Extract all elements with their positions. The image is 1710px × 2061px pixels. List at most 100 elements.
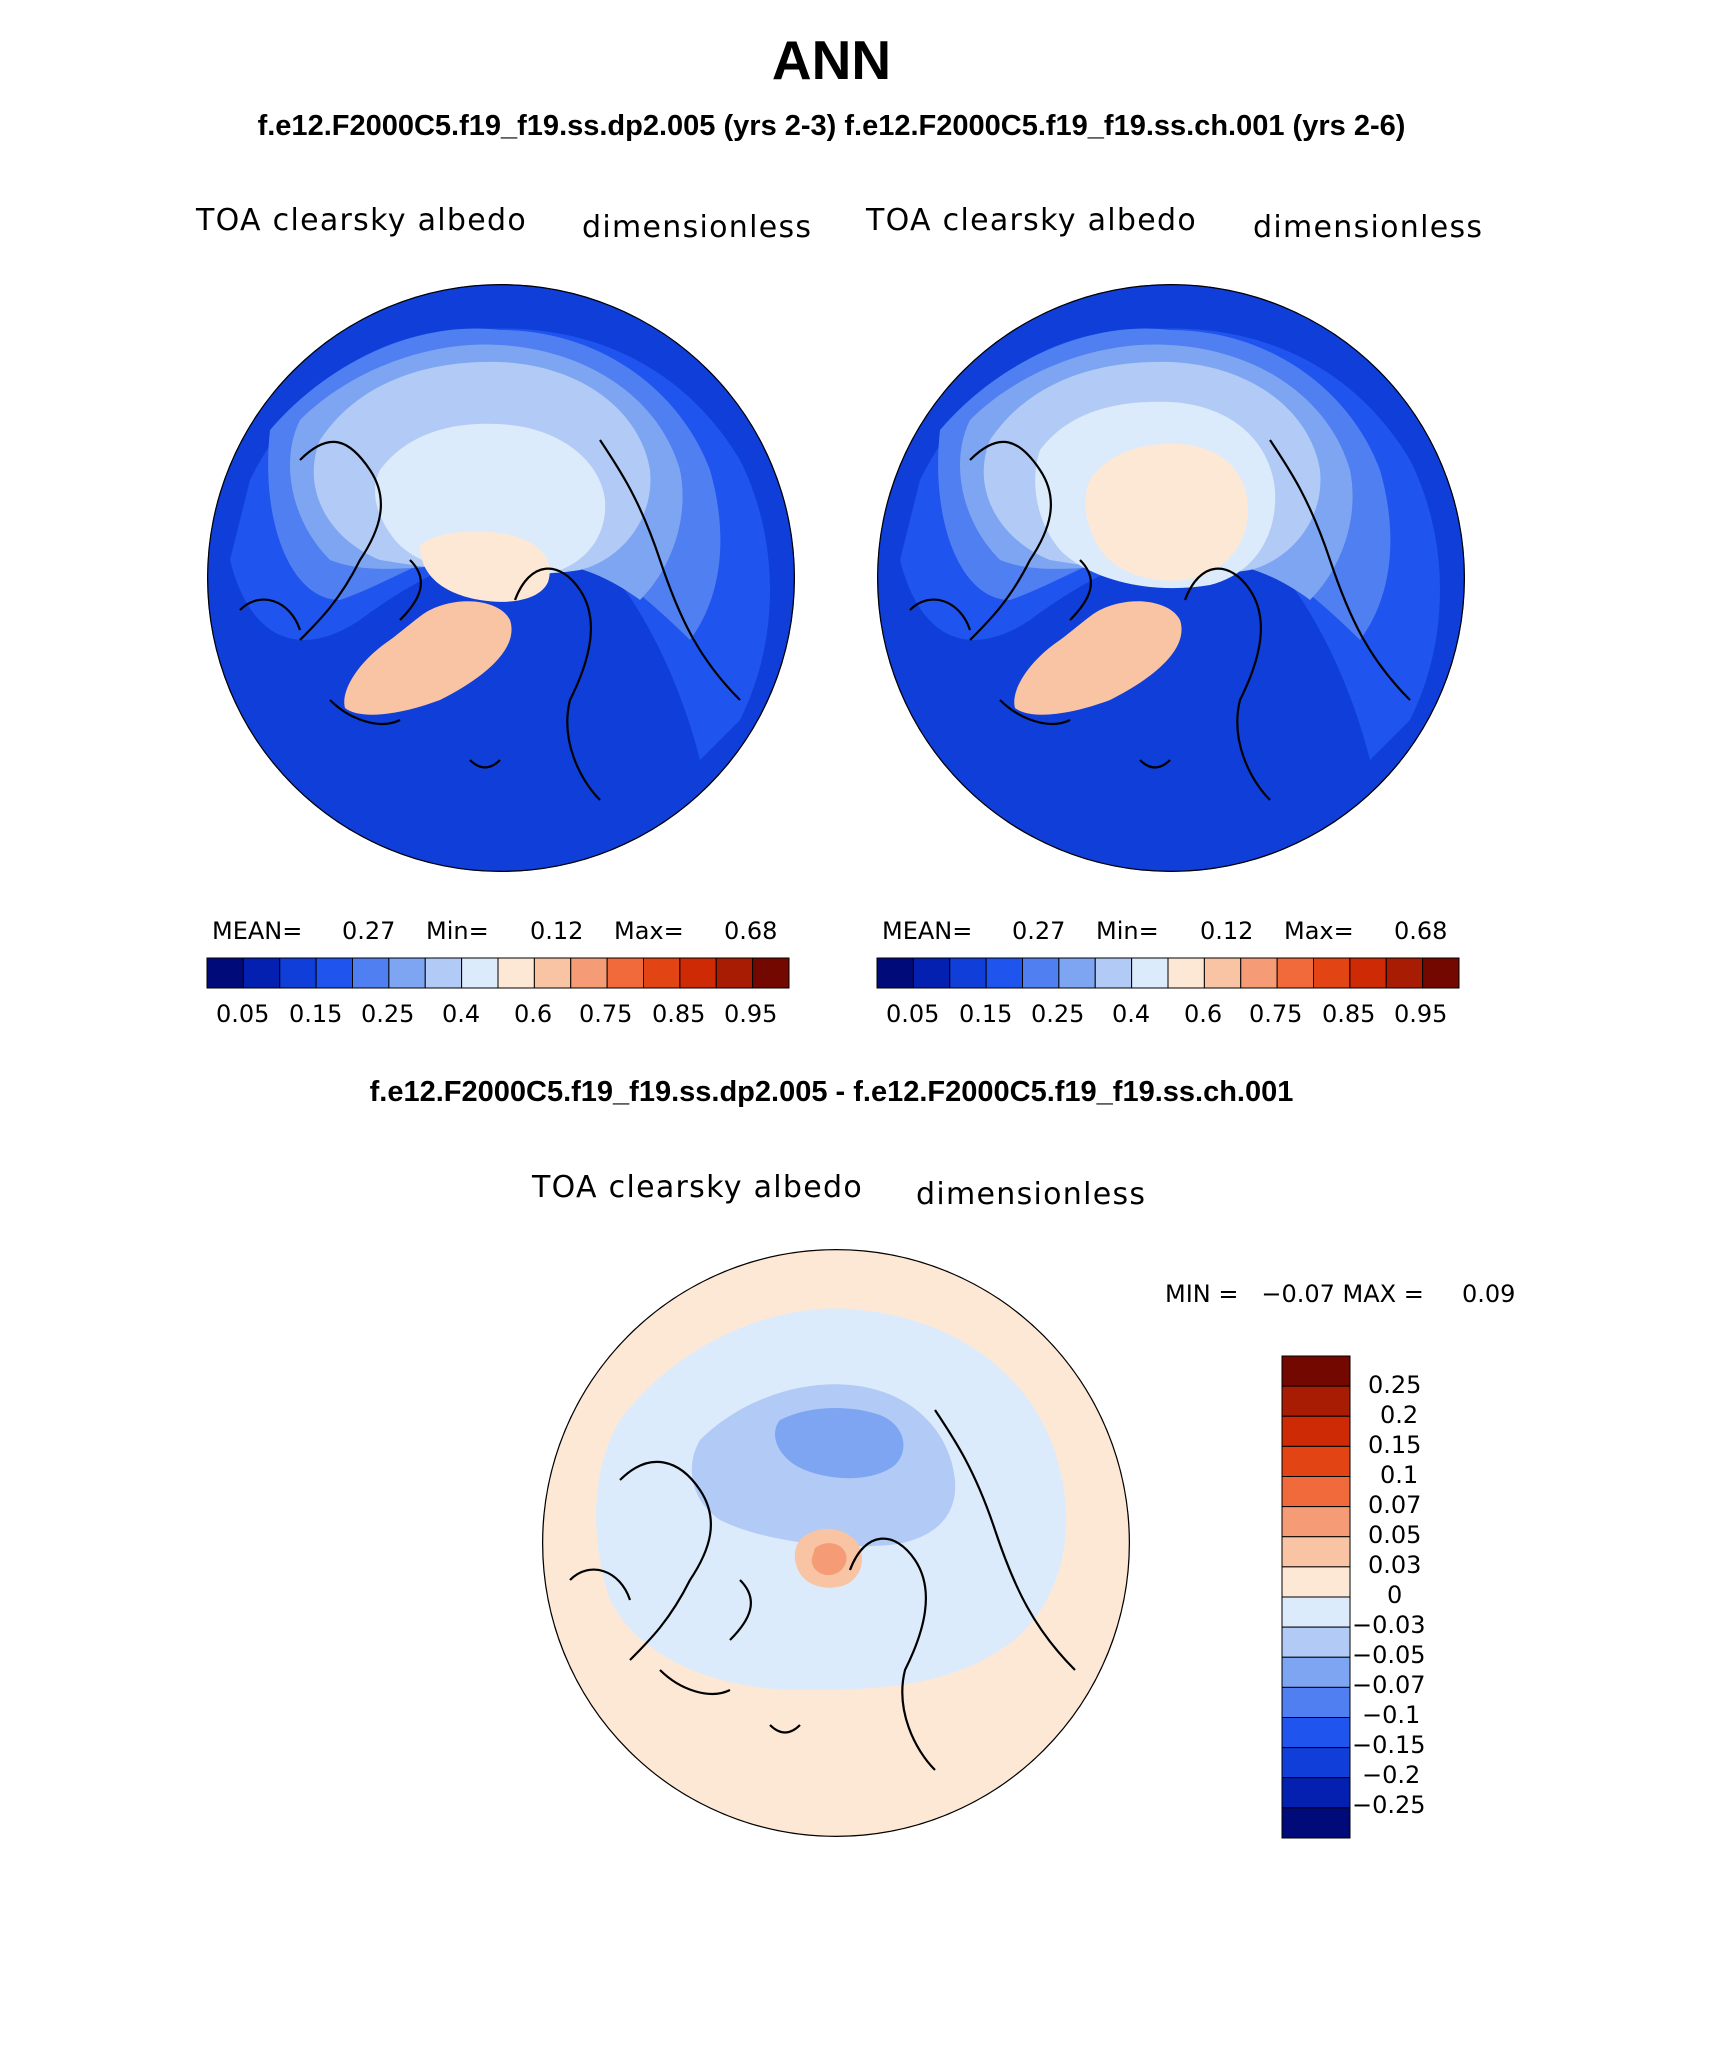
- cb2-tick: 0.6: [1184, 1000, 1223, 1028]
- colorbar-swatch: [1094, 957, 1133, 989]
- colorbar-swatch: [1203, 957, 1242, 989]
- panel1-max: 0.68: [724, 917, 778, 945]
- colorbar-panel-2: [876, 957, 1460, 989]
- map-panel-diff: [542, 1249, 1130, 1837]
- colorbar-swatch: [715, 957, 754, 989]
- panel1-mean-label: MEAN=: [212, 917, 303, 945]
- colorbar-swatch: [1281, 1415, 1351, 1447]
- lvl-more-positive: [811, 1543, 847, 1576]
- colorbar-swatch: [1281, 1476, 1351, 1508]
- colorbar-swatch: [1058, 957, 1096, 989]
- panel2-units: dimensionless: [1253, 210, 1484, 245]
- cb3-tick: 0.03: [1368, 1551, 1422, 1579]
- colorbar-swatch: [1281, 1566, 1351, 1598]
- cb2-tick: 0.05: [886, 1000, 940, 1028]
- colorbar-swatch: [1281, 1536, 1351, 1568]
- colorbar-swatch: [242, 957, 281, 989]
- cb3-tick: −0.1: [1362, 1701, 1421, 1729]
- colorbar-swatch: [1281, 1355, 1351, 1387]
- cb3-tick: 0.07: [1368, 1491, 1422, 1519]
- colorbar-swatch: [679, 957, 717, 989]
- cb1-tick: 0.15: [289, 1000, 343, 1028]
- colorbar-swatch: [1313, 957, 1351, 989]
- cb1-tick: 0.25: [361, 1000, 415, 1028]
- colorbar-swatch: [1281, 1385, 1351, 1417]
- colorbar-swatch: [206, 957, 244, 989]
- colorbar-difference: [1281, 1355, 1351, 1839]
- cb3-tick: 0.15: [1368, 1431, 1422, 1459]
- cb1-tick: 0.75: [579, 1000, 633, 1028]
- panel1-min: 0.12: [530, 917, 584, 945]
- colorbar-swatch: [570, 957, 608, 989]
- lvl-high-albedo-arctic: [420, 531, 550, 602]
- panel2-variable: TOA clearsky albedo: [866, 203, 1198, 238]
- panel2-min-label: Min=: [1096, 917, 1159, 945]
- colorbar-swatch: [1422, 957, 1460, 989]
- lvl-high-albedo-arctic: [1085, 443, 1249, 581]
- case-titles: f.e12.F2000C5.f19_f19.ss.dp2.005 (yrs 2-…: [257, 110, 1406, 142]
- colorbar-swatch: [1281, 1807, 1351, 1839]
- colorbar-swatch: [1281, 1445, 1351, 1477]
- colorbar-swatch: [1131, 957, 1169, 989]
- colorbar-swatch: [1281, 1596, 1351, 1628]
- figure-title: ANN: [771, 29, 892, 91]
- colorbar-swatch: [1276, 957, 1314, 989]
- cb3-tick: −0.07: [1352, 1671, 1426, 1699]
- colorbar-swatch: [497, 957, 535, 989]
- colorbar-swatch: [876, 957, 914, 989]
- cb3-tick: −0.03: [1352, 1611, 1426, 1639]
- panel2-max: 0.68: [1394, 917, 1448, 945]
- colorbar-swatch: [1167, 957, 1205, 989]
- panel2-max-label: Max=: [1284, 917, 1354, 945]
- colorbar-swatch: [1385, 957, 1424, 989]
- colorbar-swatch: [1281, 1656, 1351, 1688]
- cb1-tick: 0.6: [514, 1000, 553, 1028]
- colorbar-swatch: [643, 957, 681, 989]
- colorbar-swatch: [533, 957, 572, 989]
- colorbar-swatch: [1349, 957, 1387, 989]
- colorbar-swatch: [1281, 1717, 1351, 1749]
- colorbar-panel-1: [206, 957, 790, 989]
- colorbar-swatch: [388, 957, 426, 989]
- cb3-tick: 0.25: [1368, 1371, 1422, 1399]
- coastlines: [909, 439, 1411, 801]
- colorbar-swatch: [1281, 1686, 1351, 1718]
- cb3-tick: 0: [1387, 1581, 1403, 1609]
- panel1-variable: TOA clearsky albedo: [196, 203, 528, 238]
- diff-variable: TOA clearsky albedo: [532, 1170, 864, 1205]
- cb2-tick: 0.75: [1249, 1000, 1303, 1028]
- cb2-tick: 0.15: [959, 1000, 1013, 1028]
- cb2-tick: 0.25: [1031, 1000, 1085, 1028]
- coastlines: [239, 439, 741, 801]
- colorbar-swatch: [315, 957, 353, 989]
- panel1-min-label: Min=: [426, 917, 489, 945]
- cb3-tick: 0.05: [1368, 1521, 1422, 1549]
- map-panel-2: [877, 284, 1465, 872]
- colorbar-swatch: [1022, 957, 1060, 989]
- map-panel-1: [207, 284, 795, 872]
- cb3-tick: −0.25: [1352, 1791, 1426, 1819]
- greenland: [344, 601, 512, 715]
- lvl-sea-ice: [375, 423, 606, 577]
- diff-minmax: MIN = −0.07 MAX = 0.09: [1165, 1280, 1516, 1308]
- colorbar-swatch: [1281, 1777, 1351, 1809]
- colorbar-swatch: [352, 957, 390, 989]
- colorbar-swatch: [1281, 1626, 1351, 1658]
- colorbar-swatch: [279, 957, 317, 989]
- cb1-tick: 0.05: [216, 1000, 270, 1028]
- colorbar-swatch: [461, 957, 499, 989]
- cb3-tick: −0.2: [1362, 1761, 1421, 1789]
- greenland: [1014, 601, 1182, 715]
- cb3-tick: −0.05: [1352, 1641, 1426, 1669]
- cb3-tick: 0.1: [1380, 1461, 1419, 1489]
- cb1-tick: 0.85: [652, 1000, 706, 1028]
- cb2-tick: 0.85: [1322, 1000, 1376, 1028]
- colorbar-swatch: [1281, 1506, 1351, 1538]
- cb3-tick: −0.15: [1352, 1731, 1426, 1759]
- colorbar-swatch: [752, 957, 790, 989]
- coastlines: [569, 1409, 1076, 1771]
- cb1-tick: 0.95: [724, 1000, 778, 1028]
- panel1-units: dimensionless: [582, 210, 813, 245]
- panel2-min: 0.12: [1200, 917, 1254, 945]
